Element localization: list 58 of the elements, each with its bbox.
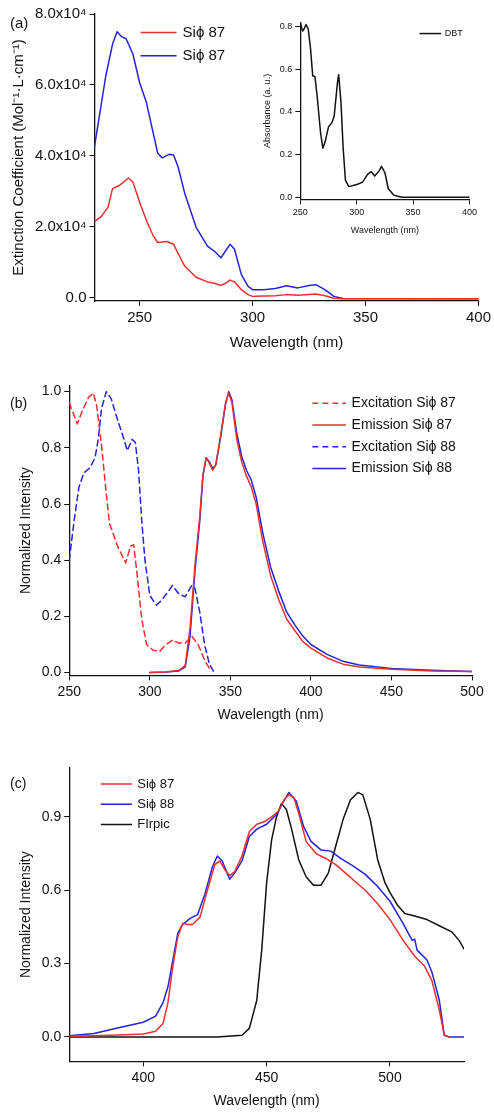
y-tick-label: 0.3 (41, 954, 62, 971)
legend-label: Siϕ 87 (137, 775, 175, 791)
y-tick-label: 0.4 (279, 106, 293, 117)
y-tick-label: 0.0 (279, 191, 293, 202)
x-axis-title: Wavelength (nm) (229, 333, 344, 351)
y-tick-label: 0.2 (279, 149, 293, 160)
x-tick-label: 300 (138, 682, 162, 699)
x-tick-label: 400 (465, 308, 491, 326)
y-tick-label: 0.8 (279, 21, 293, 32)
y-tick-label: 6.0x10⁴ (35, 75, 87, 92)
legend-label: Excitation Siϕ 87 (351, 394, 457, 411)
x-tick-label: 450 (254, 1068, 279, 1085)
legend-label: Siϕ 87 (182, 22, 226, 40)
x-tick-label: 350 (405, 207, 421, 218)
legend-label: Emission Siϕ 88 (351, 459, 453, 476)
x-tick-label: 450 (379, 682, 404, 699)
x-tick-label: 500 (460, 682, 484, 699)
y-axis-title: Normalized Intensity (17, 467, 34, 595)
y-tick-label: 4.0x10⁴ (35, 145, 87, 163)
x-tick-label: 350 (353, 308, 379, 326)
y-tick-label: 1.0 (41, 382, 62, 399)
y-tick-label: 0.9 (41, 807, 62, 824)
y-tick-label: 0.6 (41, 494, 62, 511)
legend-label: FIrpic (137, 816, 171, 831)
x-tick-label: 250 (127, 308, 153, 326)
text: (b) (10, 394, 28, 411)
y-tick-label: 0.0 (65, 287, 87, 305)
legend-label: Siϕ 88 (137, 795, 175, 811)
x-axis-title: Wavelength (nm) (217, 706, 324, 723)
y-tick-label: 0.4 (41, 551, 62, 568)
legend-label: Excitation Siϕ 88 (351, 437, 457, 454)
y-axis-title: Normalized Intensity (17, 851, 34, 979)
y-tick-label: 0.6 (41, 881, 62, 898)
y-tick-label: 8.0x10⁴ (35, 4, 87, 22)
x-tick-label: 350 (218, 682, 243, 699)
x-tick-label: 300 (240, 308, 266, 326)
text: (c) (10, 774, 27, 791)
y-axis-title: Extinction Coefficient (Mol⁻¹·L·cm⁻¹) (9, 39, 27, 276)
legend-label: Emission Siϕ 87 (351, 415, 453, 432)
x-axis-title: Wavelength (nm) (213, 1092, 320, 1109)
y-tick-label: 0.6 (279, 63, 293, 74)
y-axis-title: Absorbance (a. u.) (261, 73, 272, 148)
text: (a) (10, 14, 29, 32)
x-tick-label: 300 (349, 207, 365, 218)
x-tick-label: 250 (292, 207, 308, 218)
x-tick-label: 400 (461, 207, 478, 218)
x-tick-label: 250 (57, 682, 82, 699)
x-tick-label: 500 (378, 1068, 402, 1085)
y-tick-label: 0.0 (41, 1027, 62, 1044)
legend-label: DBT (444, 28, 464, 39)
y-tick-label: 0.0 (41, 663, 62, 680)
y-tick-label: 0.2 (41, 607, 62, 624)
x-tick-label: 400 (299, 682, 323, 699)
x-axis-title: Wavelength (nm) (350, 225, 419, 236)
y-tick-label: 0.8 (41, 438, 62, 455)
legend-label: Siϕ 87 (182, 45, 226, 63)
y-tick-label: 2.0x10⁴ (35, 216, 87, 234)
x-tick-label: 400 (131, 1068, 156, 1085)
